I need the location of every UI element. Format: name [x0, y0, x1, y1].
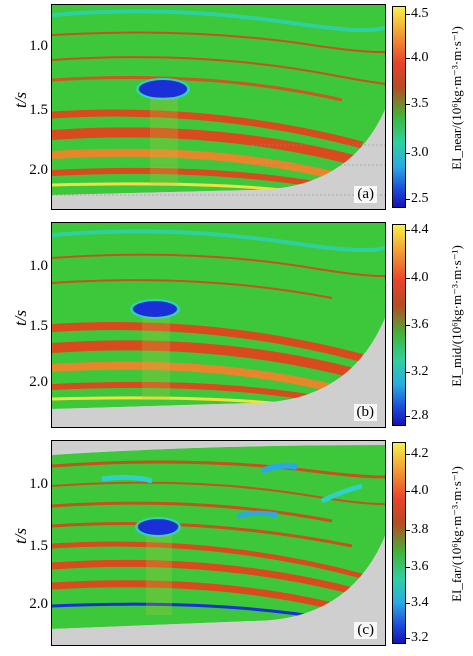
seismic-section-b: (b) [51, 222, 386, 428]
colorbar-tick-c-4: 3.6 [406, 559, 429, 574]
panel-label-b: (b) [353, 404, 377, 421]
colorbar-title-b: EI_mid/(10⁶kg·m⁻³·m·s⁻¹) [449, 245, 464, 387]
colorbar-tick-b-4: 3.2 [406, 364, 429, 379]
colorbar-c [392, 442, 406, 644]
panel-label-a: (a) [354, 186, 377, 203]
colorbar-tick-c-3: 3.8 [406, 522, 429, 537]
colorbar-tick-a-1: 4.5 [406, 6, 429, 21]
colorbar-tick-a-4: 3.0 [406, 145, 429, 160]
section-image-c [52, 441, 385, 645]
colorbar-tick-c-1: 4.2 [406, 446, 429, 461]
colorbar-a [392, 6, 406, 208]
colorbar-tick-c-6: 3.2 [406, 630, 429, 645]
colorbar-tick-a-5: 2.5 [406, 191, 429, 206]
colorbar-b [392, 224, 406, 426]
section-image-b [52, 223, 385, 427]
y-tick-a-3: 2.0 [29, 162, 48, 178]
colorbar-title-a: EI_near/(10⁶kg·m⁻³·m·s⁻¹) [449, 26, 464, 170]
seismic-section-a: (a) [51, 4, 386, 210]
y-tick-b-2: 1.5 [29, 318, 48, 334]
y-tick-a-2: 1.5 [29, 102, 48, 118]
y-tick-b-3: 2.0 [29, 374, 48, 390]
panel-c: t/s 1.0 1.5 2.0 (c) 4.2 4.0 3.8 3.6 [0, 436, 473, 656]
y-tick-c-2: 1.5 [29, 538, 48, 554]
seismic-section-c: (c) [51, 440, 386, 646]
colorbar-tick-c-5: 3.4 [406, 595, 429, 610]
section-image-a [52, 5, 385, 209]
y-tick-b-1: 1.0 [29, 258, 48, 274]
colorbar-tick-a-3: 3.5 [406, 96, 429, 111]
panel-a: t/s 1.0 1.5 2.0 (a) 4.5 4.0 3.5 3.0 2.5 [0, 0, 473, 218]
y-tick-c-1: 1.0 [29, 476, 48, 492]
colorbar-tick-b-2: 4.0 [406, 270, 429, 285]
colorbar-title-c: EI_far/(10⁶kg·m⁻³·m·s⁻¹) [449, 466, 464, 602]
colorbar-tick-c-2: 4.0 [406, 483, 429, 498]
panel-b: t/s 1.0 1.5 2.0 (b) 4.4 4.0 3.6 3.2 2.8 … [0, 218, 473, 436]
y-tick-a-1: 1.0 [29, 38, 48, 54]
colorbar-tick-a-2: 4.0 [406, 50, 429, 65]
colorbar-tick-b-5: 2.8 [406, 408, 429, 423]
panel-label-c: (c) [354, 622, 377, 639]
y-tick-c-3: 2.0 [29, 596, 48, 612]
colorbar-tick-b-3: 3.6 [406, 317, 429, 332]
colorbar-tick-b-1: 4.4 [406, 222, 429, 237]
